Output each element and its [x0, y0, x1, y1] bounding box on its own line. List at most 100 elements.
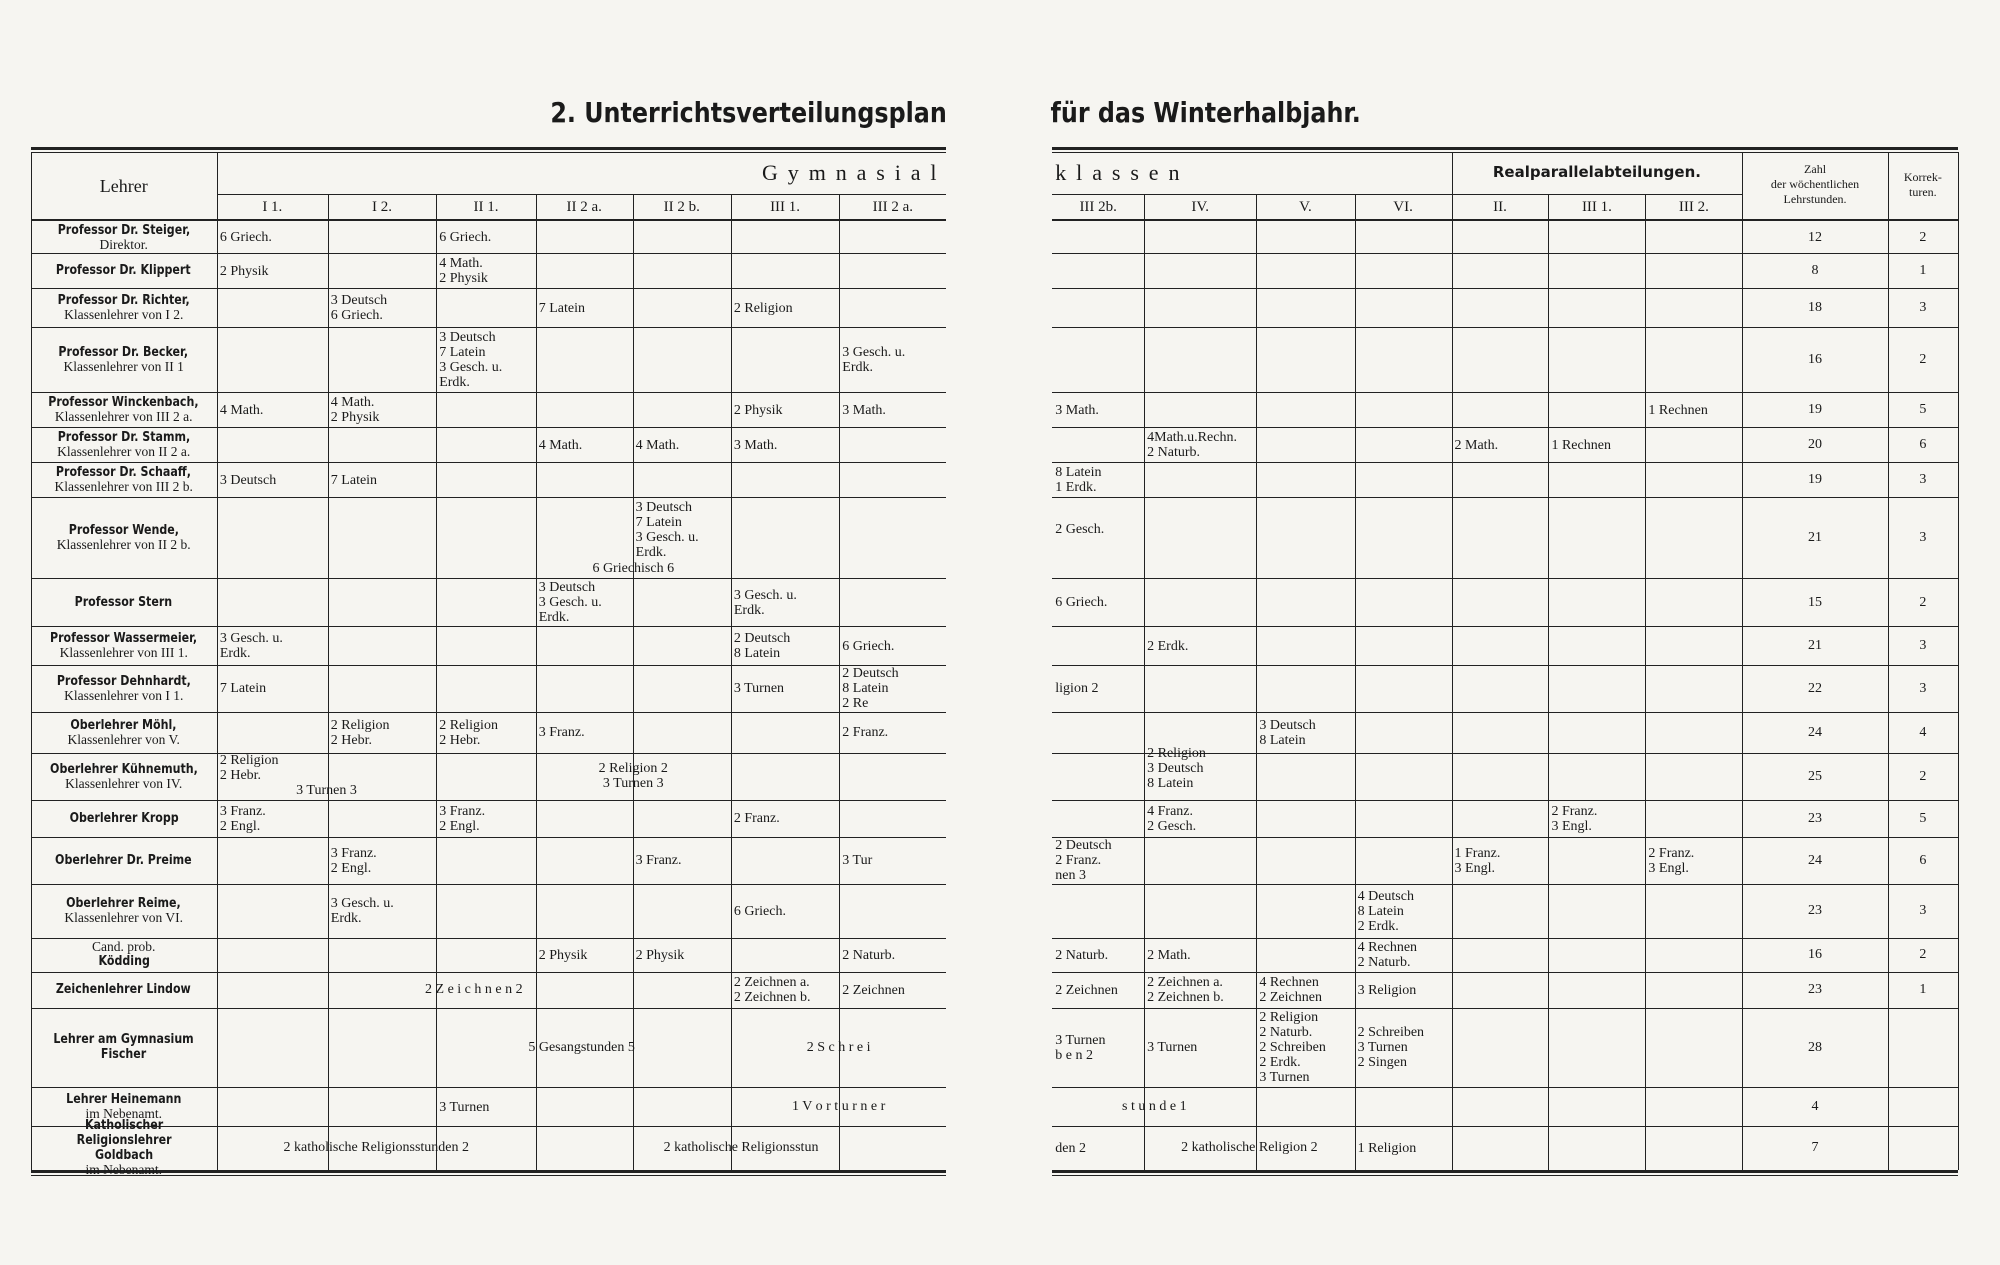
rule: [1052, 391, 1958, 393]
rule: [30, 971, 947, 973]
class-label: V.: [1299, 198, 1312, 215]
teacher-cell: Professor Dr. Klippert: [31, 253, 217, 289]
rule: [1052, 1086, 1958, 1088]
corrections-cell: 2: [1919, 594, 1927, 610]
rule: [839, 195, 841, 1170]
rule: [30, 836, 947, 838]
schedule-cell: 4 Deutsch 8 Latein 2 Erdk.: [1357, 888, 1414, 934]
teacher-name: Lehrer Heinemann: [66, 1092, 182, 1107]
span-cell: 6 Griechisch 6: [592, 561, 675, 577]
corrections-cell: 2: [1919, 768, 1927, 784]
corrections-cell: 6: [1919, 852, 1927, 868]
rule: [1052, 664, 1958, 666]
schedule-cell: 2 Naturb.: [842, 947, 896, 963]
schedule-cell: 4 Rechnen 2 Naturb.: [1357, 940, 1418, 971]
schedule-cell: 3 Tur: [842, 853, 873, 869]
rule: [30, 288, 947, 290]
schedule-cell: 3 Religion: [1357, 982, 1417, 998]
rule: [30, 461, 947, 463]
schedule-cell: 2 Zeichnen: [1055, 982, 1118, 998]
rule: [1052, 937, 1958, 939]
rule: [30, 252, 947, 254]
schedule-cell: 3 Deutsch 6 Griech.: [330, 293, 388, 324]
schedule-cell: 3 Franz.: [538, 725, 585, 741]
rule: [1052, 1126, 1958, 1128]
hours-cell: 21: [1808, 637, 1823, 653]
teacher-cell: Cand. prob. Ködding: [31, 938, 217, 972]
rule: [1052, 252, 1958, 254]
schedule-cell: 2 Gesch.: [1055, 522, 1105, 538]
hours-cell: 23: [1808, 982, 1823, 998]
class-label: III 2 a.: [872, 198, 914, 215]
schedule-cell: 3 Gesch. u. Erdk.: [733, 587, 797, 618]
schedule-cell: 4 Math.: [635, 437, 680, 453]
rule: [30, 427, 947, 429]
rule: [1052, 626, 1958, 628]
schedule-cell: 4 Math.: [219, 402, 264, 418]
hours-cell: 7: [1811, 1140, 1819, 1156]
schedule-cell: 2 Deutsch 2 Franz. nen 3: [1055, 838, 1112, 884]
schedule-cell: 2 Religion 2 Naturb. 2 Schreiben 2 Erdk.…: [1259, 1010, 1326, 1086]
schedule-cell: 2 Franz.: [733, 811, 780, 827]
teacher-name: Oberlehrer Dr. Preime: [55, 852, 192, 868]
teacher-note: Klassenlehrer von III 2 a.: [54, 408, 193, 424]
hours-cell: 24: [1808, 724, 1823, 740]
teacher-name: Professor Dr. Becker,: [58, 344, 189, 360]
rule: [730, 195, 732, 1170]
header-klassen: klassen: [1055, 159, 1190, 185]
rule: [1052, 219, 1958, 222]
teacher-cell: Professor Dr. Richter, Klassenlehrer von …: [31, 288, 217, 326]
hours-cell: 8: [1811, 262, 1819, 278]
corrections-cell: 6: [1919, 437, 1927, 452]
teacher-cell: Professor Dr. Steiger, Direktor.: [31, 222, 217, 253]
schedule-cell: 6 Griech.: [439, 230, 492, 246]
hours-cell: 24: [1808, 852, 1823, 868]
rule: [632, 195, 634, 1170]
rule: [1957, 151, 1959, 1170]
teacher-name: Professor Dr. Richter,: [57, 292, 190, 308]
class-label: II 1.: [473, 198, 499, 215]
rule: [30, 1007, 947, 1009]
schedule-cell: 2 Naturb.: [1055, 947, 1109, 963]
rule: [30, 626, 947, 628]
rule: [30, 711, 947, 713]
schedule-cell: 6 Griech.: [842, 638, 895, 654]
rule: [1256, 195, 1258, 1170]
teacher-name: Oberlehrer Kropp: [69, 810, 179, 826]
rule: [1451, 195, 1453, 1170]
schedule-cell: 1 Franz. 3 Engl.: [1454, 845, 1501, 876]
schedule-cell: 3 Deutsch 7 Latein 3 Gesch. u. Erdk.: [439, 329, 503, 390]
rule: [1052, 1174, 1958, 1176]
schedule-cell: 3 Turnen: [733, 681, 785, 697]
teacher-cell: Professor Wassermeier, Klassenlehrer von …: [31, 626, 217, 664]
teacher-name: Professor Dr. Steiger,: [57, 222, 190, 238]
span-cell: 2 Z e i c h n e n 2: [425, 982, 523, 998]
teacher-note: Klassenlehrer von III 1.: [59, 644, 188, 660]
teacher-name: Professor Dr. Klippert: [56, 262, 192, 278]
span-cell: 5 Gesangstunden 5: [528, 1039, 635, 1055]
hours-cell: 25: [1808, 768, 1823, 784]
hours-cell: 23: [1808, 903, 1823, 919]
schedule-cell: 2 Physik: [733, 402, 783, 418]
teacher-cell: Oberlehrer Möhl, Klassenlehrer von V.: [31, 712, 217, 753]
teacher-cell: Oberlehrer Reime, Klassenlehrer von VI.: [31, 884, 217, 938]
teacher-name: Ködding: [98, 954, 150, 970]
hours-cell: 19: [1808, 472, 1823, 488]
rule: [30, 799, 947, 801]
rule: [327, 195, 329, 1170]
schedule-cell: 2 Religion 2 Hebr.: [219, 753, 279, 784]
rule: [30, 391, 947, 393]
corrections-cell: 1: [1919, 982, 1927, 998]
span-cell: 2 katholische Religionsstun: [663, 1140, 819, 1156]
schedule-cell: 3 Franz.: [635, 853, 682, 869]
teacher-name: Professor Winckenbach,: [48, 394, 199, 410]
rule: [1052, 146, 1958, 150]
span-cell: 2 katholische Religion 2: [1181, 1140, 1318, 1156]
corrections-cell: 3: [1919, 530, 1927, 546]
rule: [1052, 151, 1958, 153]
rule: [1052, 1007, 1958, 1009]
schedule-cell: 6 Griech.: [219, 230, 272, 246]
class-label: I 1.: [262, 198, 283, 215]
schedule-cell: 3 Franz. 2 Engl.: [439, 803, 486, 834]
